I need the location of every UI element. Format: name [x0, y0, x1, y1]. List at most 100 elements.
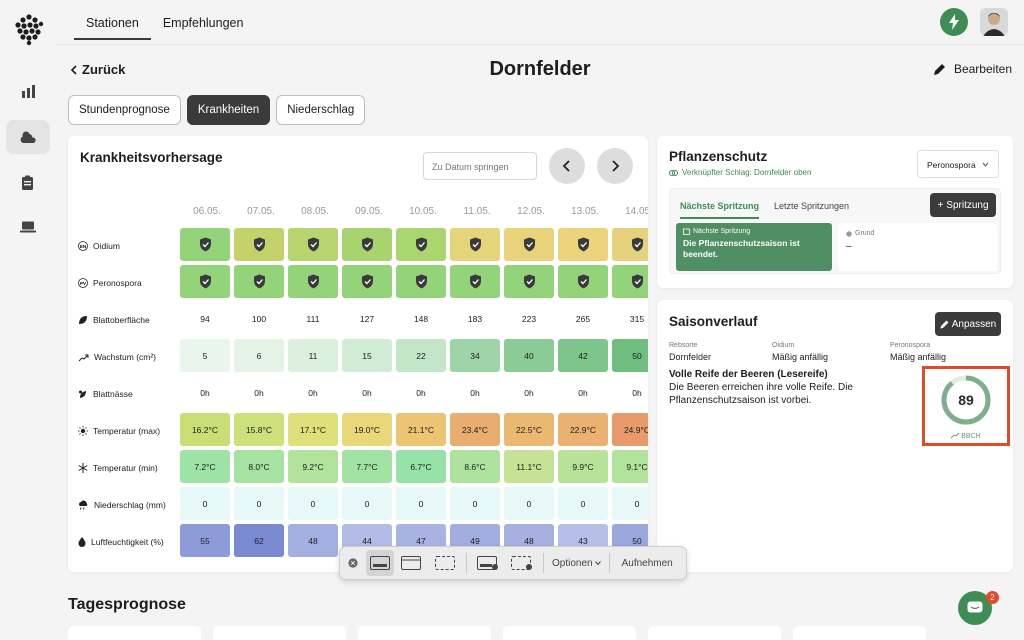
back-label: Zurück [82, 62, 126, 77]
info-dot-icon [846, 230, 852, 237]
sidebar-item-devices[interactable] [6, 210, 50, 244]
disease-forecast-card: Krankheitsvorhersage Zu Datum springen 0… [68, 136, 648, 572]
season-stage: Volle Reife der Beeren (Lesereife) Die B… [669, 368, 899, 407]
pencil-icon [933, 63, 945, 75]
tab-stationen[interactable]: Stationen [74, 10, 151, 40]
edit-button[interactable]: Bearbeiten [933, 62, 1012, 76]
sun-icon [78, 426, 88, 436]
forecast-cell-tmax: 22.5°C [504, 413, 554, 446]
shield-check-icon [199, 274, 211, 289]
forecast-cell-wachstum: 34 [450, 339, 500, 372]
calendar-icon [683, 228, 690, 235]
forecast-cell-oidium [288, 228, 338, 261]
next-spray-box: Nächste Spritzung Die Pflanzenschutzsais… [676, 223, 832, 271]
rain-cloud-icon [79, 500, 88, 510]
add-spray-label: Spritzung [946, 199, 989, 211]
forecast-cell-tmax: 23.4°C [450, 413, 500, 446]
forecast-cell-blatt: 315 [629, 313, 645, 324]
capture-selection-button[interactable] [428, 550, 462, 576]
bbch-progress-arc [941, 375, 991, 425]
forecast-cell-peronospora [288, 265, 338, 298]
meta-variety: Rebsorte Dornfelder [669, 342, 712, 362]
capture-window-button[interactable] [394, 550, 428, 576]
record-selection-button[interactable] [505, 550, 539, 576]
reason-value: – [846, 241, 852, 252]
wet-leaf-icon [79, 390, 86, 398]
add-spray-button[interactable]: + Spritzung [930, 193, 996, 217]
tab-empfehlungen[interactable]: Empfehlungen [162, 16, 244, 30]
close-toolbar-button[interactable] [340, 550, 366, 576]
daily-card [68, 626, 201, 640]
shield-check-icon [307, 237, 319, 252]
forecast-cell-nieder: 0 [288, 487, 338, 520]
user-avatar[interactable] [980, 8, 1008, 36]
sidebar-item-statistics[interactable] [6, 74, 50, 108]
app-logo[interactable] [12, 12, 46, 46]
date-column-header: 09.05. [355, 206, 383, 217]
shield-check-icon [415, 237, 427, 252]
record-button[interactable]: Aufnehmen [621, 557, 673, 569]
top-nav: Stationen Empfehlungen [74, 10, 255, 40]
shield-check-icon [415, 274, 427, 289]
record-selection-icon [511, 555, 532, 570]
chevron-left-icon [562, 160, 570, 172]
sidebar-item-weather[interactable] [6, 120, 50, 154]
forecast-title: Krankheitsvorhersage [80, 150, 223, 165]
tab-next-spray[interactable]: Nächste Spritzung [680, 201, 760, 219]
shield-check-icon [469, 274, 481, 289]
forecast-cell-wachstum: 15 [342, 339, 392, 372]
forecast-cell-oidium [450, 228, 500, 261]
capture-screen-button[interactable] [366, 550, 394, 576]
forecast-cell-tmin: 9.1°C [612, 450, 648, 483]
options-menu[interactable]: Optionen [548, 558, 605, 569]
forecast-cell-oidium [558, 228, 608, 261]
screen-icon [370, 556, 390, 570]
row-label-blatt: Blattoberfläche [93, 315, 150, 325]
date-column-header: 11.05. [463, 206, 491, 217]
next-button[interactable] [597, 148, 633, 184]
daily-card [793, 626, 926, 640]
date-column-header: 07.05. [247, 206, 275, 217]
row-label-tmax: Temperatur (max) [93, 426, 161, 436]
forecast-cell-oidium [396, 228, 446, 261]
back-button[interactable]: Zurück [70, 62, 125, 77]
forecast-cell-nieder: 0 [504, 487, 554, 520]
next-spray-text: Die Pflanzenschutzsaison ist beendet. [683, 238, 800, 260]
forecast-cell-tmax: 24.9°C [612, 413, 648, 446]
shield-check-icon [469, 237, 481, 252]
forecast-cell-tmin: 9.9°C [558, 450, 608, 483]
lightning-button[interactable] [940, 8, 968, 36]
forecast-cell-blatt: 94 [200, 313, 210, 324]
shield-check-icon [361, 237, 373, 252]
date-column-header: 14.05. [625, 206, 648, 217]
forecast-cell-tmin: 8.0°C [234, 450, 284, 483]
forecast-cell-tmax: 21.1°C [396, 413, 446, 446]
forecast-cell-blatt: 127 [359, 313, 375, 324]
forecast-cell-oidium [234, 228, 284, 261]
adjust-button[interactable]: Anpassen [935, 312, 1001, 336]
forecast-cell-luft: 48 [288, 524, 338, 557]
date-jump-input[interactable]: Zu Datum springen [423, 152, 537, 180]
row-oidium: EN Oidium [68, 228, 648, 264]
trend-up-icon [78, 354, 89, 361]
laptop-icon [20, 221, 36, 233]
tab-krankheiten[interactable]: Krankheiten [186, 95, 271, 125]
disease-dropdown[interactable]: Peronospora [917, 150, 999, 178]
linked-field-link[interactable]: Verknüpfter Schlag: Dornfelder oben [669, 168, 811, 177]
linked-field-label: Verknüpfter Schlag: Dornfelder oben [682, 168, 812, 177]
reason-label: Grund [855, 230, 875, 237]
forecast-cell-blatt: 148 [413, 313, 429, 324]
forecast-cell-nasse: 0h [470, 387, 480, 398]
shield-check-icon [253, 237, 265, 252]
next-spray-label: Nächste Spritzung [693, 228, 751, 235]
tab-stundenprognose[interactable]: Stundenprognose [68, 95, 181, 125]
bbch-highlight: 89 BBCH [922, 366, 1010, 446]
record-screen-button[interactable] [471, 550, 505, 576]
tab-niederschlag[interactable]: Niederschlag [276, 95, 366, 125]
previous-button[interactable] [549, 148, 585, 184]
forecast-cell-wachstum: 6 [234, 339, 284, 372]
tab-last-sprays[interactable]: Letzte Spritzungen [774, 201, 850, 211]
sidebar-item-tasks[interactable] [6, 166, 50, 200]
forecast-cell-peronospora [234, 265, 284, 298]
droplet-icon [78, 537, 86, 547]
